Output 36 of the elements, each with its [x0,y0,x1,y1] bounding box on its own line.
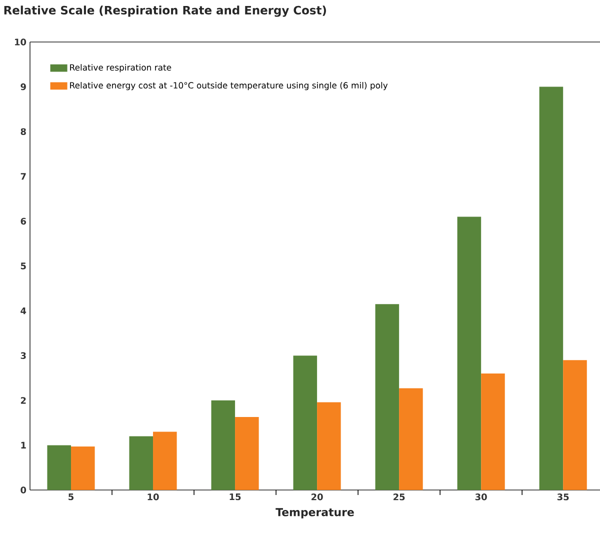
x-tick-label: 20 [312,494,323,500]
y-tick-label: 0 [20,486,26,494]
x-tick-label: 15 [230,494,241,500]
x-tick-label: 30 [475,494,487,500]
y-tick-label: 6 [20,218,26,225]
bar [563,360,587,490]
bar [129,436,154,490]
bar [293,356,318,490]
y-tick-label: 8 [20,128,26,135]
y-tick-label: 4 [20,308,26,314]
y-tick-label: 2 [20,397,26,404]
bar [539,86,564,490]
y-tick-label: 1 [21,442,26,448]
y-tick-label: 9 [20,83,26,90]
y-tick-label: 7 [20,173,26,180]
x-tick-label: 35 [557,494,569,500]
bar [481,374,505,490]
bar [235,416,259,490]
x-tick-label: 25 [394,494,405,500]
chart-title: Relative Scale (Respiration Rate and Energy Cost) [4,6,326,17]
bar [153,432,177,490]
y-tick-label: 10 [15,38,26,46]
x-tick-label: 5 [68,494,74,500]
legend-label: Relative respiration rate [70,64,172,72]
bar [375,304,400,490]
x-axis-title: Temperature [276,508,354,518]
y-tick-label: 5 [20,262,26,270]
bar [399,388,423,490]
bar [317,402,341,490]
bar [71,446,95,490]
legend-label: Relative energy cost at -10°C outside temperature using single (6 mil) poly [70,82,388,90]
y-tick-label: 3 [20,352,26,359]
x-tick-label: 10 [148,494,159,500]
bar [457,216,482,490]
bar [47,445,72,490]
bar [211,400,236,490]
